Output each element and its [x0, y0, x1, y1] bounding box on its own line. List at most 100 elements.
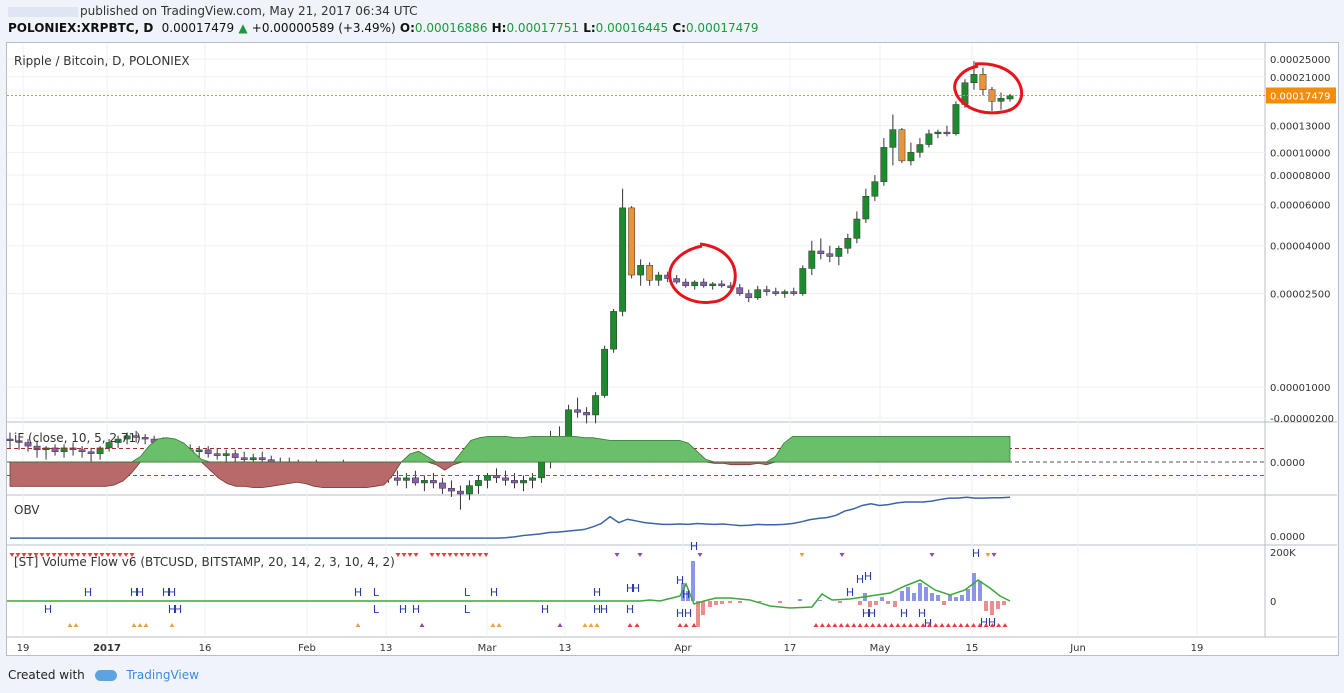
candle-body	[601, 348, 608, 396]
candle	[745, 289, 753, 303]
candle-body	[898, 129, 906, 162]
candle	[502, 470, 509, 486]
volume-flow-bar	[948, 595, 952, 601]
volume-flow-triangle	[677, 623, 683, 627]
volume-flow-triangle	[933, 623, 939, 627]
chart-area[interactable]	[6, 42, 1339, 656]
volume-flow-triangle	[983, 623, 989, 627]
volume-flow-marker: H	[862, 607, 870, 620]
volume-flow-pane-title: [ST] Volume Flow v6 (BTCUSD, BITSTAMP, 2…	[14, 555, 395, 569]
candle-body	[853, 218, 861, 239]
volume-flow-triangle	[413, 553, 419, 557]
close-value: 0.00017479	[685, 21, 759, 35]
candle-body	[484, 475, 491, 481]
candle	[754, 285, 762, 300]
volume-flow-bar	[906, 587, 910, 601]
volume-flow-bar	[966, 589, 970, 601]
volume-flow-bar	[924, 587, 928, 601]
candle	[691, 280, 699, 290]
obv-pane-title: OBV	[14, 503, 40, 517]
volume-flow-triangle	[453, 553, 459, 557]
volume-flow-bar	[720, 601, 724, 604]
candle	[799, 265, 807, 296]
volume-flow-marker: H	[632, 582, 640, 595]
volume-flow-triangle	[926, 623, 932, 627]
candle-body	[511, 480, 518, 484]
candle	[1006, 93, 1014, 102]
candle-body	[132, 435, 140, 438]
volume-flow-marker: H	[868, 607, 876, 620]
candle-body	[817, 250, 825, 254]
candle	[439, 477, 446, 494]
last-price: 0.00017479	[161, 21, 235, 35]
candle	[835, 245, 843, 266]
volume-flow-triangle	[87, 553, 93, 557]
tradingview-logo-icon[interactable]	[94, 670, 117, 681]
candle-body	[141, 437, 149, 440]
candle-body	[1006, 95, 1014, 100]
candle-body	[637, 265, 645, 276]
candle-body	[6, 438, 14, 442]
candle	[574, 397, 581, 418]
candle-body	[673, 278, 681, 283]
volume-flow-triangle	[939, 623, 945, 627]
candle	[448, 480, 455, 497]
volume-flow-bar	[681, 583, 685, 601]
volume-flow-triangle	[819, 623, 825, 627]
candle-body	[979, 74, 987, 90]
volume-flow-bar	[972, 573, 976, 601]
candle	[637, 259, 645, 286]
candle-body	[592, 395, 599, 416]
obv-tick-label: 0.0000	[1270, 532, 1305, 543]
x-axis-label: Jun	[1069, 643, 1086, 654]
candle-body	[439, 482, 446, 489]
x-axis-label: 19	[17, 643, 30, 654]
volume-flow-triangle	[441, 553, 447, 557]
price-tick-label: 0.00008000	[1270, 171, 1330, 182]
candle-body	[745, 293, 753, 299]
volume-flow-triangle	[471, 553, 477, 557]
candle	[988, 86, 996, 112]
volume-flow-triangle	[69, 553, 75, 557]
volume-flow-triangle	[105, 553, 111, 557]
volume-flow-bar	[984, 601, 988, 611]
volume-flow-marker: L	[464, 603, 471, 616]
volume-flow-triangle	[355, 623, 361, 627]
candle-body	[114, 438, 122, 443]
volume-flow-marker: H	[918, 607, 926, 620]
candle-body	[402, 477, 410, 481]
volume-flow-marker: H	[412, 603, 420, 616]
tradingview-link[interactable]: TradingView	[126, 668, 199, 682]
candle-body	[718, 283, 726, 287]
volume-flow-marker: H	[84, 586, 92, 599]
annotation-circle-may	[953, 62, 1023, 115]
volume-flow-triangle	[882, 623, 888, 627]
candle	[493, 468, 500, 483]
annotation-circle-apr	[668, 242, 737, 304]
candle	[123, 432, 131, 445]
volume-flow-triangle	[691, 623, 697, 627]
volume-flow-triangle	[914, 623, 920, 627]
candle-body	[213, 453, 221, 456]
volume-flow-triangle	[614, 553, 620, 557]
blurred-author	[8, 6, 78, 17]
volume-flow-triangle	[67, 623, 73, 627]
candle	[916, 138, 924, 158]
candle	[24, 439, 32, 452]
volume-flow-marker: H	[972, 547, 980, 560]
candle-body	[763, 289, 771, 292]
candle-body	[520, 480, 527, 484]
candle-body	[934, 131, 942, 135]
candle-body	[240, 457, 248, 460]
candle-body	[466, 485, 473, 495]
volume-flow-triangle	[845, 623, 850, 627]
volume-flow-triangle	[996, 623, 1002, 627]
candle	[60, 444, 68, 458]
volume-flow-triangle	[93, 553, 99, 557]
x-axis-label: Feb	[298, 643, 316, 654]
candle	[583, 407, 590, 424]
candle-body	[808, 250, 816, 269]
candle	[457, 485, 464, 510]
volume-flow-bar	[858, 601, 862, 605]
